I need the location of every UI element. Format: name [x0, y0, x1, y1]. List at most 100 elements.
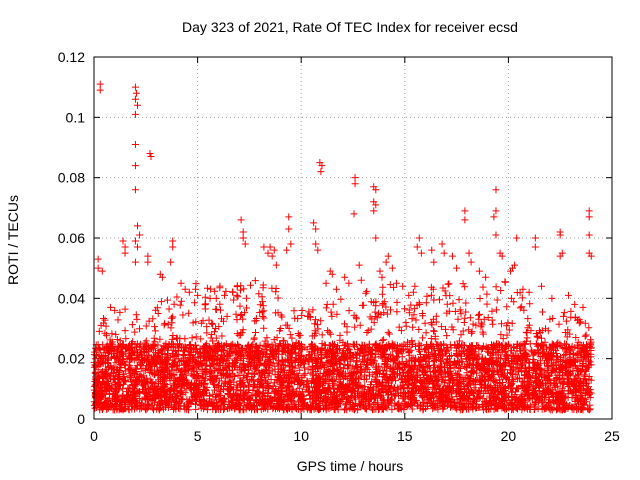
y-tick-label: 0.04 — [58, 290, 85, 306]
scatter-point — [98, 267, 106, 275]
scatter-point — [146, 150, 154, 158]
scatter-point — [345, 279, 353, 287]
scatter-point — [131, 95, 139, 103]
y-tick-label: 0.08 — [58, 170, 85, 186]
scatter-point — [585, 213, 593, 221]
scatter-point — [107, 303, 115, 311]
scatter-point — [351, 174, 359, 182]
scatter-point — [399, 282, 407, 290]
scatter-point — [357, 276, 365, 284]
scatter-point — [131, 83, 139, 91]
y-tick-label: 0 — [77, 411, 85, 427]
scatter-point — [285, 213, 293, 221]
scatter-point — [96, 86, 104, 94]
scatter-point — [519, 285, 527, 293]
scatter-point — [556, 252, 564, 260]
x-tick-label: 0 — [90, 428, 98, 444]
scatter-point — [492, 207, 500, 215]
scatter-point — [314, 246, 322, 254]
data-points — [94, 80, 595, 314]
scatter-point — [212, 294, 220, 302]
scatter-point — [376, 267, 384, 275]
scatter-point — [475, 267, 483, 275]
scatter-point — [465, 249, 473, 257]
scatter-point — [266, 243, 274, 251]
scatter-point — [461, 216, 469, 224]
scatter-point — [287, 240, 295, 248]
scatter-point — [158, 273, 166, 281]
scatter-point — [585, 207, 593, 215]
scatter-point — [351, 180, 359, 188]
scatter-point — [413, 243, 421, 251]
scatter-point — [384, 252, 392, 260]
chart-title: Day 323 of 2021, Rate Of TEC Index for r… — [182, 19, 518, 35]
y-tick-label: 0.06 — [58, 230, 85, 246]
scatter-point — [417, 249, 425, 257]
data-point-cloud — [90, 277, 595, 414]
x-tick-label: 25 — [604, 428, 620, 444]
scatter-point — [492, 231, 500, 239]
scatter-point — [131, 110, 139, 118]
scatter-point — [268, 252, 276, 260]
scatter-point — [134, 101, 142, 109]
scatter-point — [94, 255, 102, 263]
scatter-point — [538, 282, 546, 290]
scatter-point — [169, 243, 177, 251]
scatter-point — [132, 89, 140, 97]
scatter-point — [239, 234, 247, 242]
y-tick-label: 0.1 — [66, 109, 86, 125]
scatter-point — [579, 303, 587, 311]
scatter-point — [372, 201, 380, 209]
scatter-point — [506, 267, 514, 275]
scatter-point — [194, 291, 202, 299]
scatter-point — [525, 288, 533, 296]
scatter-point — [341, 273, 349, 281]
scatter-point — [237, 216, 245, 224]
x-tick-label: 5 — [194, 428, 202, 444]
scatter-point — [131, 237, 139, 245]
scatter-point — [264, 249, 272, 257]
scatter-point — [440, 249, 448, 257]
scatter-point — [177, 279, 185, 287]
scatter-point — [585, 249, 593, 257]
scatter-point — [378, 273, 386, 281]
scatter-point — [448, 252, 456, 260]
scatter-point — [131, 186, 139, 194]
scatter-point — [169, 237, 177, 245]
y-tick-label: 0.02 — [58, 351, 85, 367]
scatter-point — [461, 207, 469, 215]
scatter-point — [415, 234, 423, 242]
scatter-point — [430, 258, 438, 266]
scatter-point — [556, 231, 564, 239]
scatter-point — [564, 291, 572, 299]
scatter-point — [94, 264, 102, 272]
scatter-point — [131, 140, 139, 148]
y-tick-label: 0.12 — [58, 49, 85, 65]
scatter-point — [372, 186, 380, 194]
scatter-point — [490, 213, 498, 221]
x-tick-label: 15 — [397, 428, 413, 444]
scatter-point — [382, 258, 390, 266]
scatter-point — [283, 246, 291, 254]
scatter-point — [167, 258, 175, 266]
y-axis-label: ROTI / TECUs — [5, 195, 21, 285]
scatter-point — [111, 306, 119, 314]
scatter-point — [332, 285, 340, 293]
scatter-point — [136, 231, 144, 239]
scatter-point — [185, 288, 193, 296]
scatter-point — [492, 186, 500, 194]
scatter-point — [372, 234, 380, 242]
scatter-point — [317, 168, 325, 176]
scatter-point — [134, 222, 142, 230]
scatter-point — [571, 300, 579, 308]
scatter-point — [393, 279, 401, 287]
scatter-point — [498, 252, 506, 260]
scatter-point — [531, 234, 539, 242]
scatter-point — [96, 80, 104, 88]
scatter-point — [131, 258, 139, 266]
scatter-point — [585, 231, 593, 239]
scatter-point — [221, 291, 229, 299]
scatter-point — [388, 264, 396, 272]
scatter-point — [121, 249, 129, 257]
